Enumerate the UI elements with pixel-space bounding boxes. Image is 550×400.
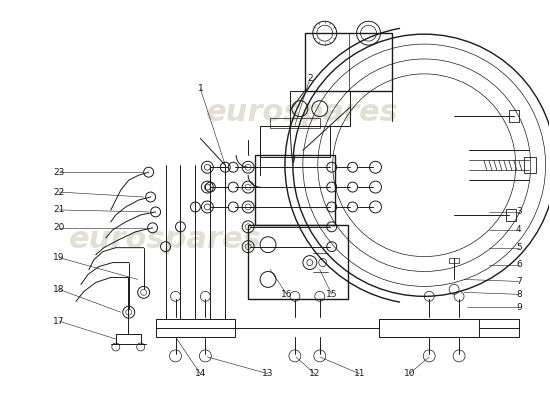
- Text: eurospares: eurospares: [69, 225, 262, 254]
- Bar: [255, 155, 335, 225]
- Text: 22: 22: [53, 188, 65, 196]
- Text: 6: 6: [516, 260, 521, 269]
- Text: 1: 1: [197, 84, 204, 93]
- Bar: [524, 157, 536, 173]
- Text: eurospares: eurospares: [206, 98, 399, 127]
- Bar: [506, 209, 516, 221]
- Text: 19: 19: [53, 253, 65, 262]
- Text: 9: 9: [516, 303, 521, 312]
- Text: 21: 21: [53, 206, 65, 214]
- Text: 7: 7: [516, 277, 521, 286]
- Text: 18: 18: [53, 285, 65, 294]
- Text: 17: 17: [53, 317, 65, 326]
- Bar: [270, 118, 320, 128]
- Text: 15: 15: [326, 290, 338, 299]
- Bar: [305, 33, 392, 91]
- Bar: [290, 91, 350, 126]
- Text: 16: 16: [281, 290, 293, 299]
- Text: 20: 20: [53, 223, 65, 232]
- Text: 12: 12: [309, 369, 321, 378]
- Text: 13: 13: [262, 369, 274, 378]
- Text: 4: 4: [516, 225, 521, 234]
- Text: 3: 3: [516, 208, 521, 216]
- Bar: [248, 225, 348, 299]
- Text: 2: 2: [307, 74, 312, 83]
- Bar: [260, 126, 329, 157]
- Text: 5: 5: [516, 243, 521, 252]
- Bar: [379, 319, 479, 337]
- Bar: [509, 110, 519, 122]
- Text: 23: 23: [53, 168, 65, 177]
- Text: 8: 8: [516, 290, 521, 299]
- Text: 11: 11: [354, 369, 365, 378]
- Text: 10: 10: [404, 369, 415, 378]
- Text: 14: 14: [195, 369, 206, 378]
- Bar: [156, 319, 235, 337]
- Bar: [449, 258, 459, 262]
